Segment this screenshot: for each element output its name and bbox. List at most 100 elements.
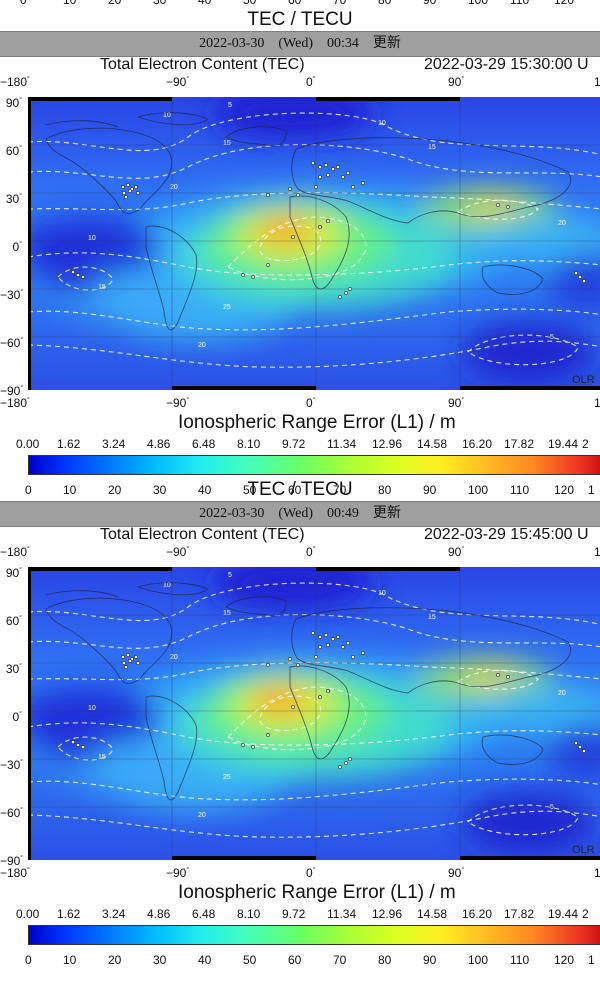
lon-tick-top: −180° — [0, 75, 30, 89]
lon-tick-top: 90° — [448, 75, 465, 89]
tecu-tick: 80 — [378, 953, 392, 967]
range-error-tick: 8.10 — [237, 437, 261, 451]
tecu-tick: 100 — [468, 953, 489, 967]
station-dot — [318, 635, 322, 639]
contour-line — [259, 225, 322, 262]
tec-map: 5 10 15 20 10 25 20 10 15 20 5 15 OLR — [28, 567, 600, 860]
contour-line — [227, 686, 367, 751]
tecu-tick: 110 — [510, 953, 530, 967]
station-dot — [291, 235, 295, 239]
contour-label: 20 — [170, 654, 178, 661]
tecu-tick: 40 — [198, 483, 212, 497]
lat-tick: −60° — [0, 806, 24, 820]
cropped-tick: 60 — [288, 0, 302, 7]
station-dot — [318, 175, 322, 179]
lon-tick-bottom: 1 — [594, 396, 600, 410]
lat-tick: 30° — [5, 662, 22, 676]
cropped-tick: 40 — [198, 0, 212, 7]
station-dot — [346, 171, 350, 175]
lat-tick: −90° — [0, 854, 24, 868]
station-dot — [326, 643, 330, 647]
station-dot — [338, 765, 342, 769]
tecu-tick: 60 — [288, 483, 302, 497]
contour-label: 15 — [223, 140, 231, 147]
station-dot — [348, 757, 352, 761]
contour-label: 10 — [378, 120, 386, 127]
contour-line — [456, 199, 539, 220]
coastline — [289, 195, 350, 290]
olr-watermark: OLR — [572, 844, 595, 856]
cropped-tick: 0 — [20, 0, 27, 7]
coastline — [225, 596, 287, 617]
station-dot — [326, 689, 330, 693]
station-dot — [266, 663, 270, 667]
coastline — [481, 264, 544, 295]
station-dot — [288, 187, 292, 191]
contour-line — [456, 669, 539, 690]
range-error-tick: 17.82 — [504, 907, 535, 921]
contour-line — [259, 695, 322, 732]
station-dot — [506, 675, 510, 679]
tecu-tick: 10 — [63, 953, 77, 967]
station-dot — [496, 203, 500, 207]
tecu-tick: 10 — [63, 483, 77, 497]
contour-label: 10 — [163, 582, 171, 589]
station-dot — [318, 165, 322, 169]
tecu-tick: 40 — [198, 953, 212, 967]
lon-tick-bottom: −90° — [166, 396, 190, 410]
frame-segment — [316, 567, 460, 571]
station-dot — [318, 645, 322, 649]
cropped-tick: 50 — [243, 0, 257, 7]
range-error-tick: 3.24 — [102, 907, 126, 921]
station-dot — [81, 745, 85, 749]
lon-tick-bottom: 0° — [306, 396, 316, 410]
axis-title: Ionospheric Range Error (L1) / m — [178, 882, 456, 903]
range-error-tick: 6.48 — [192, 437, 216, 451]
olr-watermark: OLR — [572, 374, 595, 386]
tecu-tick: 0 — [25, 953, 32, 967]
station-dot — [574, 741, 578, 745]
contour-label: 5 — [550, 334, 554, 341]
station-dot — [251, 275, 255, 279]
frame-segment — [28, 567, 31, 860]
station-dot — [288, 657, 292, 661]
station-dot — [324, 633, 328, 637]
contour-line — [28, 308, 600, 331]
tecu-tick: 120 — [554, 483, 575, 497]
station-dot — [122, 661, 126, 665]
lon-tick-bottom: −180° — [0, 396, 30, 410]
lon-tick-bottom: −180° — [0, 866, 30, 880]
range-error-tick: 19.44 — [548, 907, 579, 921]
frame-segment — [28, 97, 172, 101]
station-dot — [291, 705, 295, 709]
station-dot — [71, 740, 75, 744]
coastline — [45, 590, 119, 598]
range-error-tick: 16.20 — [462, 907, 493, 921]
station-dot — [361, 651, 365, 655]
station-dot — [126, 183, 130, 187]
station-dot — [324, 163, 328, 167]
range-error-tick: 1.62 — [57, 907, 81, 921]
lon-tick-bottom: 0° — [306, 866, 316, 880]
contour-label: 20 — [198, 342, 206, 349]
station-dot — [351, 655, 355, 659]
lat-tick: −60° — [0, 336, 24, 350]
station-dot — [124, 665, 128, 669]
contour-label: 20 — [558, 220, 566, 227]
station-dot — [76, 743, 80, 747]
coastline — [45, 120, 119, 128]
station-dot — [346, 641, 350, 645]
station-dot — [326, 219, 330, 223]
contour-line — [57, 736, 114, 761]
station-dot — [578, 275, 582, 279]
lat-tick: 0° — [12, 710, 23, 724]
tecu-tick: 70 — [333, 953, 347, 967]
station-dot — [241, 273, 245, 277]
contour-label: 15 — [98, 284, 106, 291]
lat-tick: −30° — [0, 288, 24, 302]
station-dot — [251, 745, 255, 749]
station-dot — [136, 661, 140, 665]
contour-line — [28, 112, 600, 155]
bar-date: 2022-03-30 — [199, 506, 265, 521]
tecu-tick: 20 — [108, 483, 122, 497]
